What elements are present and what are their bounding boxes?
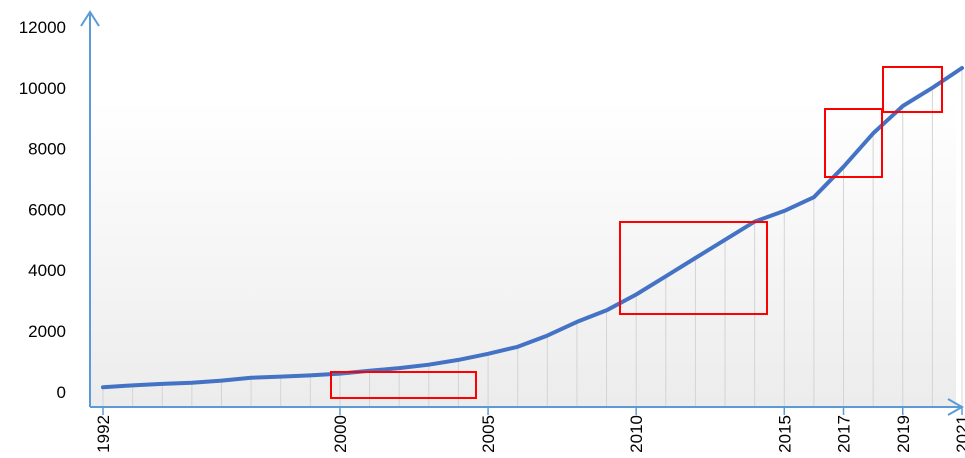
y-tick-label: 4000	[28, 261, 66, 280]
x-tick-label: 2010	[627, 415, 646, 453]
grid	[102, 68, 963, 407]
x-tick-label: 1992	[94, 415, 113, 453]
data-line	[101, 66, 964, 390]
x-tick-label: 2017	[835, 415, 854, 453]
plot-background	[91, 100, 956, 407]
y-tick-label: 2000	[28, 322, 66, 341]
y-axis-arrow	[80, 10, 100, 27]
x-tick-label: 2015	[775, 415, 794, 453]
y-tick-label: 0	[57, 383, 66, 402]
x-tick-label: 2005	[479, 415, 498, 453]
y-tick-label: 10000	[19, 79, 66, 98]
x-tick-label: 2000	[331, 415, 350, 453]
x-tick-label: 2019	[894, 415, 913, 453]
y-tick-label: 12000	[19, 18, 66, 37]
y-tick-label: 6000	[28, 200, 66, 219]
marks	[101, 66, 964, 390]
highlight-box	[882, 66, 943, 113]
x-tick-label: 2021	[953, 415, 965, 453]
highlight-boxes	[330, 66, 943, 399]
highlight-box	[619, 221, 768, 315]
y-tick-label: 8000	[28, 140, 66, 159]
highlight-box	[330, 371, 477, 399]
highlight-box	[824, 108, 883, 178]
